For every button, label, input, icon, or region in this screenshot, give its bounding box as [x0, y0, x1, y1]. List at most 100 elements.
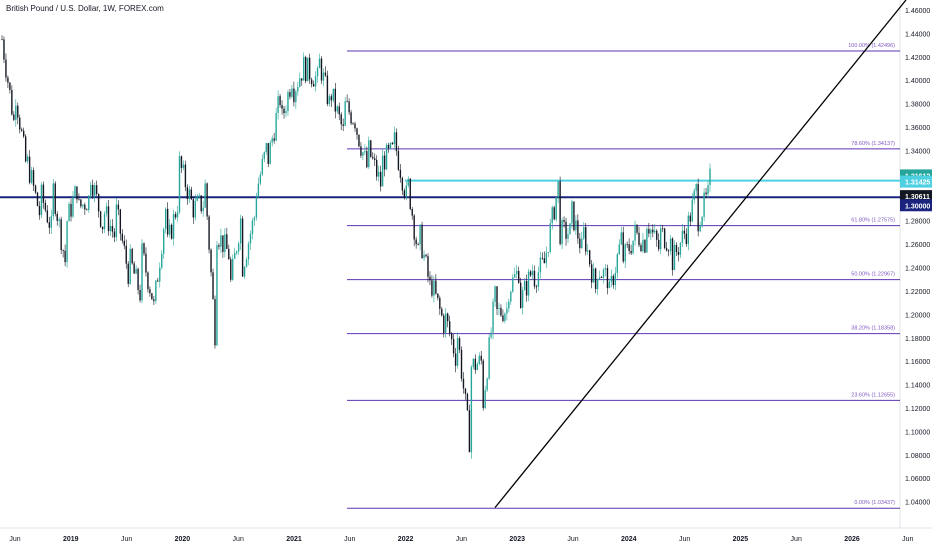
candle-body — [370, 140, 372, 157]
candle-body — [531, 270, 534, 276]
x-tick-label: Jun — [679, 536, 690, 543]
candle-body — [103, 213, 106, 230]
candle-body — [259, 174, 262, 184]
candle-body — [652, 229, 654, 233]
candle-body — [330, 96, 333, 101]
candle-body — [462, 378, 465, 389]
candle-body — [111, 225, 114, 232]
price-tag — [900, 175, 932, 188]
candle-body — [30, 170, 33, 183]
candle-body — [409, 178, 411, 209]
candle-body — [275, 113, 277, 141]
price-tag — [900, 199, 932, 212]
candle-body — [7, 77, 9, 83]
candle-body — [295, 91, 297, 103]
candle-body — [421, 224, 423, 259]
y-tick-label: 1.24000 — [905, 266, 930, 273]
candle-body — [287, 92, 289, 112]
candle-body — [206, 183, 208, 217]
candle-body — [261, 158, 264, 175]
candle-body — [492, 301, 494, 333]
candle-body — [624, 244, 626, 262]
candle-body — [450, 333, 453, 340]
candle-body — [48, 222, 51, 228]
candle-body — [119, 209, 122, 234]
candle-body — [346, 101, 348, 103]
candle-body — [336, 106, 338, 112]
candle-body — [622, 232, 624, 262]
candle-body — [137, 268, 139, 290]
candle-body — [133, 263, 135, 274]
candle-body — [13, 114, 15, 120]
candle-body — [415, 239, 417, 245]
candle-body — [559, 181, 561, 245]
candle-body — [208, 216, 210, 250]
candle-body — [423, 254, 425, 259]
candle-body — [381, 155, 384, 187]
candle-body — [141, 243, 143, 301]
y-tick-label: 1.28000 — [905, 219, 930, 226]
candle-body — [577, 220, 579, 239]
candle-body — [383, 155, 386, 170]
candle-body — [709, 168, 711, 186]
candle-body — [502, 315, 504, 321]
candle-body — [316, 68, 319, 77]
candle-body — [600, 277, 603, 279]
candle-body — [620, 232, 622, 245]
candle-body — [312, 84, 315, 87]
candle-body — [308, 57, 311, 80]
candle-body — [21, 129, 23, 131]
candle-body — [608, 281, 611, 289]
candle-body — [448, 321, 451, 334]
x-tick-label: Jun — [9, 536, 20, 543]
candle-body — [9, 82, 11, 90]
candle-body — [413, 215, 415, 240]
candle-body — [76, 186, 78, 200]
candle-body — [488, 337, 490, 379]
candle-body — [326, 75, 329, 105]
candle-body — [163, 229, 165, 254]
candle-body — [66, 221, 68, 263]
candle-body — [70, 203, 72, 217]
candle-body — [267, 143, 269, 164]
candle-body — [656, 230, 658, 240]
candle-body — [352, 123, 354, 125]
candle-body — [204, 183, 206, 208]
candle-body — [583, 227, 585, 239]
candle-body — [628, 244, 630, 251]
candle-body — [324, 72, 327, 76]
candle-body — [439, 297, 441, 309]
candle-body — [569, 223, 571, 235]
candle-body — [389, 142, 392, 149]
candle-body — [358, 134, 360, 147]
y-tick-label: 1.16000 — [905, 359, 930, 366]
candle-body — [683, 230, 686, 234]
candle-body — [612, 275, 615, 286]
candle-body — [549, 223, 551, 253]
candle-body — [159, 267, 161, 282]
candle-body — [565, 221, 567, 239]
candle-body — [230, 259, 232, 280]
candle-body — [192, 199, 194, 218]
candle-body — [529, 271, 532, 276]
candle-body — [22, 130, 25, 137]
candle-body — [143, 243, 145, 254]
candle-body — [216, 245, 218, 346]
candle-body — [251, 220, 254, 235]
y-tick-label: 1.06000 — [905, 476, 930, 483]
candle-body — [364, 151, 366, 153]
candle-body — [602, 269, 605, 278]
candle-body — [249, 234, 252, 244]
candle-body — [431, 280, 433, 296]
candle-body — [93, 185, 96, 196]
candle-body — [320, 58, 323, 81]
candle-body — [269, 142, 271, 164]
candle-body — [496, 286, 498, 309]
y-tick-label: 1.38000 — [905, 102, 930, 109]
candle-body — [121, 233, 124, 241]
candle-body — [344, 101, 346, 126]
candle-body — [445, 313, 447, 333]
candle-body — [561, 220, 563, 245]
candle-body — [557, 181, 559, 198]
y-tick-label: 1.12000 — [905, 406, 930, 413]
